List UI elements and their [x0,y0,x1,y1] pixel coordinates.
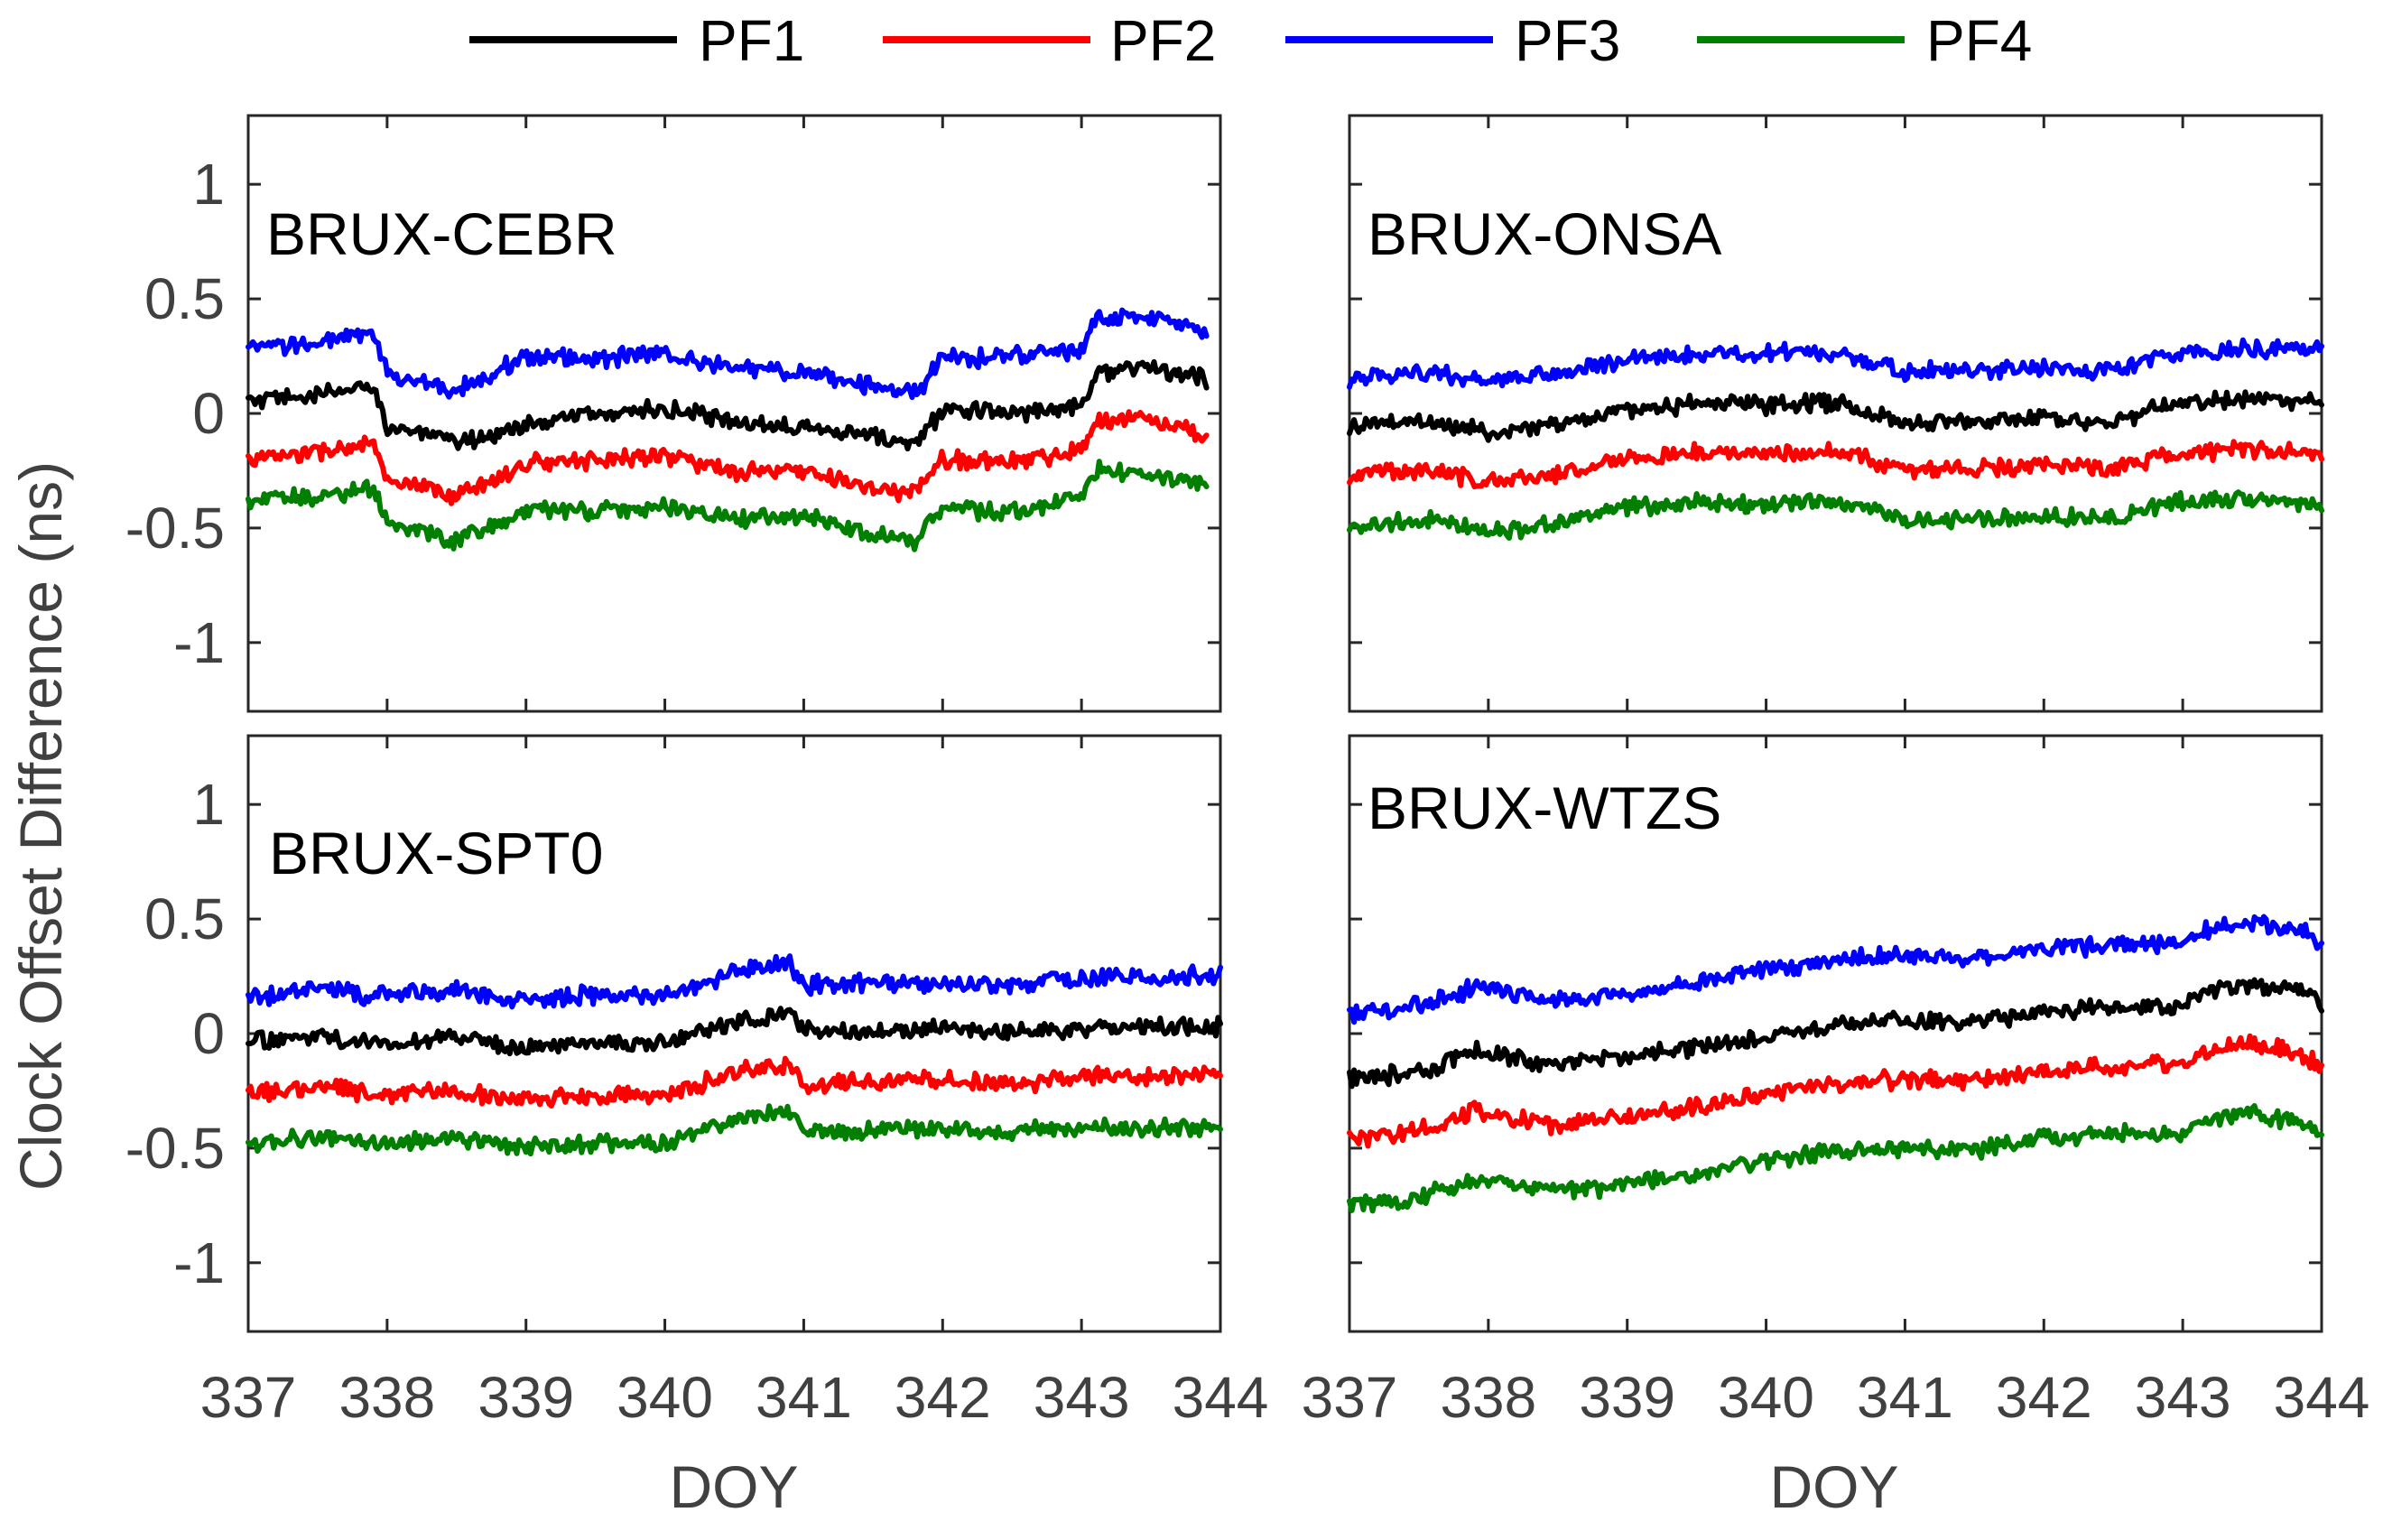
y-axis-title: Clock Offset Difference (ns) [7,461,74,1191]
series-line-pf3 [246,953,1223,1010]
y-tick-label: 0 [192,1001,225,1066]
x-tick-label: 343 [1034,1365,1130,1430]
series-line-pf1 [1347,389,2324,443]
x-tick-label: 342 [1996,1365,2092,1430]
series-line-pf2 [246,409,1210,506]
series-line-pf4 [1347,1103,2324,1214]
series-line-pf1 [246,358,1210,452]
legend-label-pf3: PF3 [1515,8,1620,73]
series-line-pf3 [246,307,1210,401]
x-tick-label: 337 [1302,1365,1398,1430]
legend-label-pf4: PF4 [1926,8,2032,73]
series-line-pf3 [1347,337,2324,390]
panel-brux-onsa: BRUX-ONSA [1347,114,2324,713]
x-tick-label: 342 [895,1365,991,1430]
x-tick-label: 338 [338,1365,435,1430]
series-line-pf1 [1347,977,2324,1090]
series-line-pf2 [1347,1033,2324,1149]
series-line-pf3 [1347,914,2324,1025]
panel-title: BRUX-WTZS [1368,775,1721,841]
legend: PF1 PF2 PF3 PF4 [469,8,2032,73]
x-tick-label: 344 [2274,1365,2370,1430]
x-tick-label: 343 [2135,1365,2231,1430]
y-tick-label: -0.5 [125,496,225,561]
panel-title: BRUX-SPT0 [269,820,603,886]
y-tick-label: 0.5 [144,266,225,331]
x-tick-label: 344 [1173,1365,1269,1430]
series-line-pf2 [246,1055,1223,1109]
y-tick-label: 1 [192,152,225,217]
y-tick-label: 1 [192,772,225,837]
series-line-pf1 [246,1006,1223,1057]
x-tick-label: 339 [1579,1365,1675,1430]
x-tick-label: 339 [478,1365,574,1430]
legend-label-pf2: PF2 [1110,8,1216,73]
series-line-pf4 [246,1103,1223,1157]
series-line-pf4 [1347,489,2324,541]
panel-title: BRUX-ONSA [1368,200,1721,267]
series-line-pf2 [1347,439,2324,490]
x-tick-label: 340 [1718,1365,1814,1430]
x-tick-label: 337 [200,1365,297,1430]
x-axis-title-right: DOY [1769,1453,1898,1520]
y-tick-label: -1 [173,1230,225,1295]
x-axis-title-left: DOY [669,1453,798,1520]
y-tick-label: -1 [173,610,225,675]
x-tick-label: 341 [756,1365,852,1430]
x-tick-label: 338 [1440,1365,1536,1430]
series-line-pf4 [246,459,1210,552]
panel-title: BRUX-CEBR [266,200,617,267]
panel-brux-wtzs: 337 338 339 340 341 342 343 344 BRUX-WTZS [1302,734,2370,1430]
y-tick-label: 0 [192,381,225,446]
legend-label-pf1: PF1 [699,8,804,73]
panel-brux-spt0: -1 -0.5 0 0.5 1 337 338 339 340 341 342 343 344 BRUX-… [125,734,1269,1430]
y-tick-label: 0.5 [144,886,225,951]
x-tick-label: 340 [617,1365,713,1430]
y-tick-label: -0.5 [125,1116,225,1181]
panel-brux-cebr: -1 -0.5 0 0.5 1 BRUX-CEBR [125,114,1222,713]
x-tick-label: 341 [1857,1365,1953,1430]
